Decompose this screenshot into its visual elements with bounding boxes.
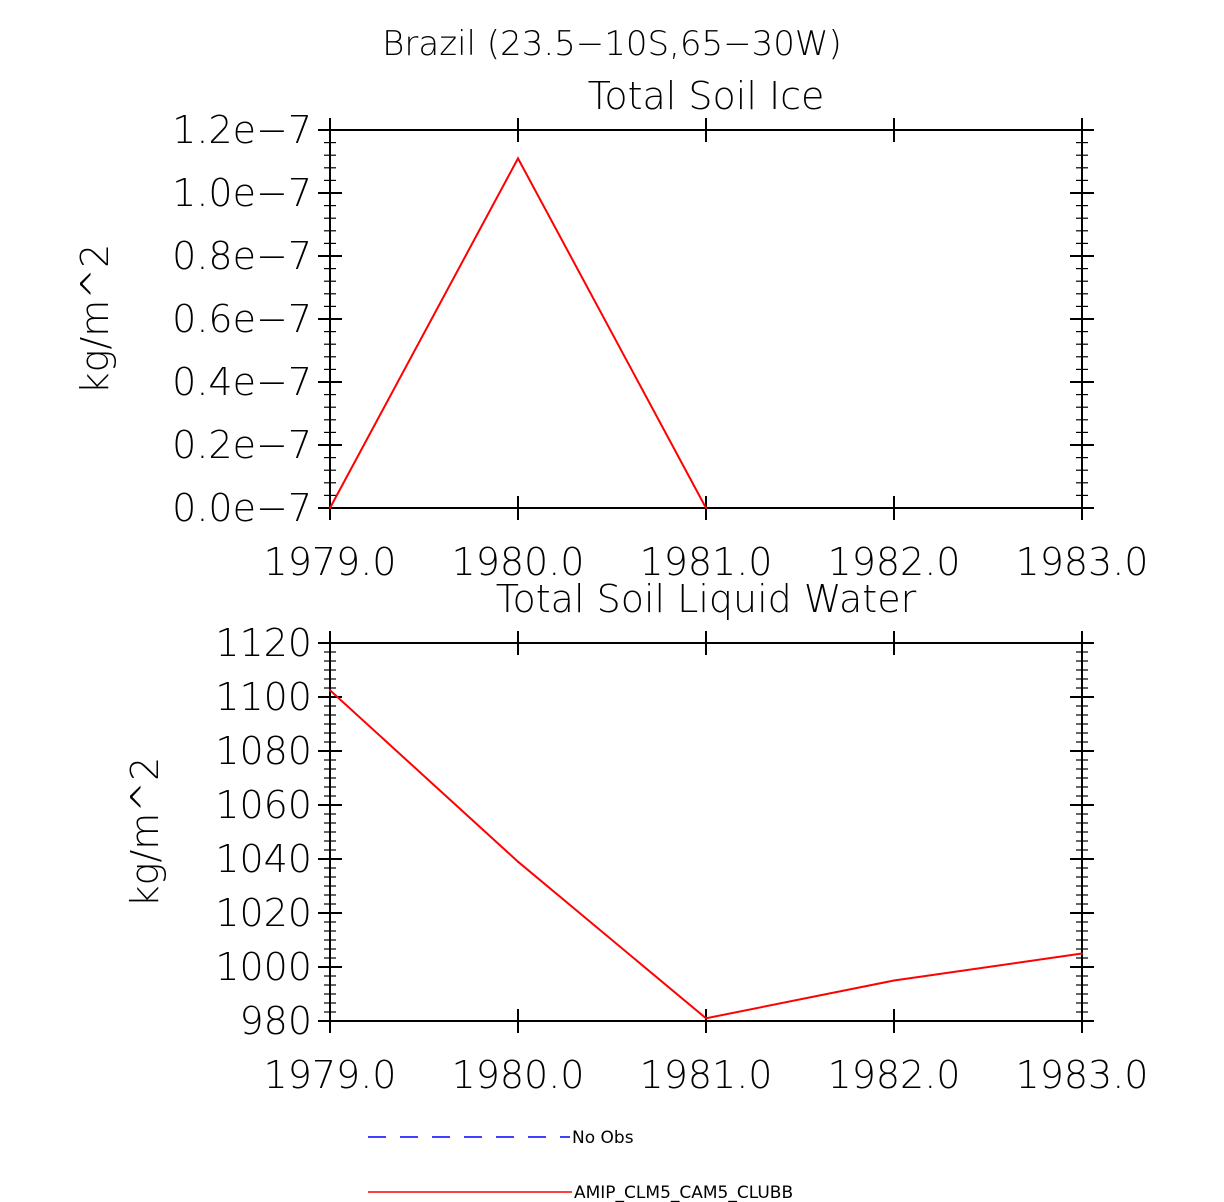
data-point [893, 979, 895, 982]
series-liquid [329, 689, 1083, 1020]
y-tick-labels-ice: 0.0e−7 0.2e−7 0.4e−7 0.6e−7 0.8e−7 1.0e−7 1.2e… [172, 108, 312, 530]
y-tick-label: 0.2e−7 [172, 423, 312, 467]
y-tick-label: 1060 [215, 783, 312, 827]
ticks-liquid [318, 631, 1094, 1033]
x-tick-label: 1982.0 [828, 1053, 961, 1097]
data-point [329, 507, 331, 509]
legend-label-no-obs: No Obs [572, 1128, 634, 1148]
series-ice [329, 156, 707, 509]
x-tick-label: 1983.0 [1016, 540, 1149, 584]
data-point [705, 1017, 707, 1020]
x-tick-label: 1979.0 [264, 540, 397, 584]
plot-frame-liquid [329, 642, 1083, 1022]
y-tick-labels-liquid: 980 1000 1020 1040 1060 1080 1100 1120 [215, 621, 312, 1043]
y-tick-label: 1120 [215, 621, 312, 665]
x-tick-label: 1980.0 [452, 540, 585, 584]
y-tick-label: 1100 [215, 675, 312, 719]
series-line [329, 156, 707, 509]
y-tick-label: 1020 [215, 891, 312, 935]
series-line [329, 689, 1083, 1020]
chart-title-liquid: Total Soil Liquid Water [496, 577, 917, 621]
x-tick-label: 1979.0 [264, 1053, 397, 1097]
x-tick-label: 1981.0 [640, 540, 773, 584]
y-tick-label: 1040 [215, 837, 312, 881]
y-tick-label: 0.8e−7 [172, 234, 312, 278]
x-tick-label: 1983.0 [1016, 1053, 1149, 1097]
plot-frame-ice [329, 129, 1083, 509]
y-tick-label: 0.6e−7 [172, 297, 312, 341]
y-axis-label-ice: kg/m^2 [73, 244, 117, 395]
y-axis-label-liquid: kg/m^2 [123, 757, 167, 908]
chart-total-soil-ice: Total Soil Ice kg/m^2 1979.0 1980.0 1981.0… [73, 74, 1148, 584]
y-tick-label: 1000 [215, 945, 312, 989]
x-tick-label: 1982.0 [828, 540, 961, 584]
y-tick-label: 0.4e−7 [172, 360, 312, 404]
x-tick-label: 1980.0 [452, 1053, 585, 1097]
x-tick-labels-liquid: 1979.0 1980.0 1981.0 1982.0 1983.0 [264, 1053, 1149, 1097]
y-tick-label: 0.0e−7 [172, 486, 312, 530]
y-tick-label: 980 [239, 999, 312, 1043]
data-point [1081, 952, 1083, 955]
y-tick-label: 1.2e−7 [172, 108, 312, 152]
data-point [705, 507, 707, 509]
y-tick-label: 1080 [215, 729, 312, 773]
x-tick-label: 1981.0 [640, 1053, 773, 1097]
data-point [329, 689, 331, 692]
chart-title-ice: Total Soil Ice [588, 74, 825, 118]
x-tick-labels-ice: 1979.0 1980.0 1981.0 1982.0 1983.0 [264, 540, 1149, 584]
chart-total-soil-liquid-water: Total Soil Liquid Water kg/m^2 1979.0 198… [123, 577, 1148, 1097]
legend-label-model: AMIP_CLM5_CAM5_CLUBB [574, 1183, 793, 1202]
y-tick-label: 1.0e−7 [172, 171, 312, 215]
legend: No Obs AMIP_CLM5_CAM5_CLUBB [368, 1128, 793, 1202]
data-point [517, 860, 519, 863]
figure-title: Brazil (23.5−10S,65−30W) [382, 24, 842, 64]
ticks-ice [318, 118, 1094, 520]
data-point [517, 157, 519, 160]
